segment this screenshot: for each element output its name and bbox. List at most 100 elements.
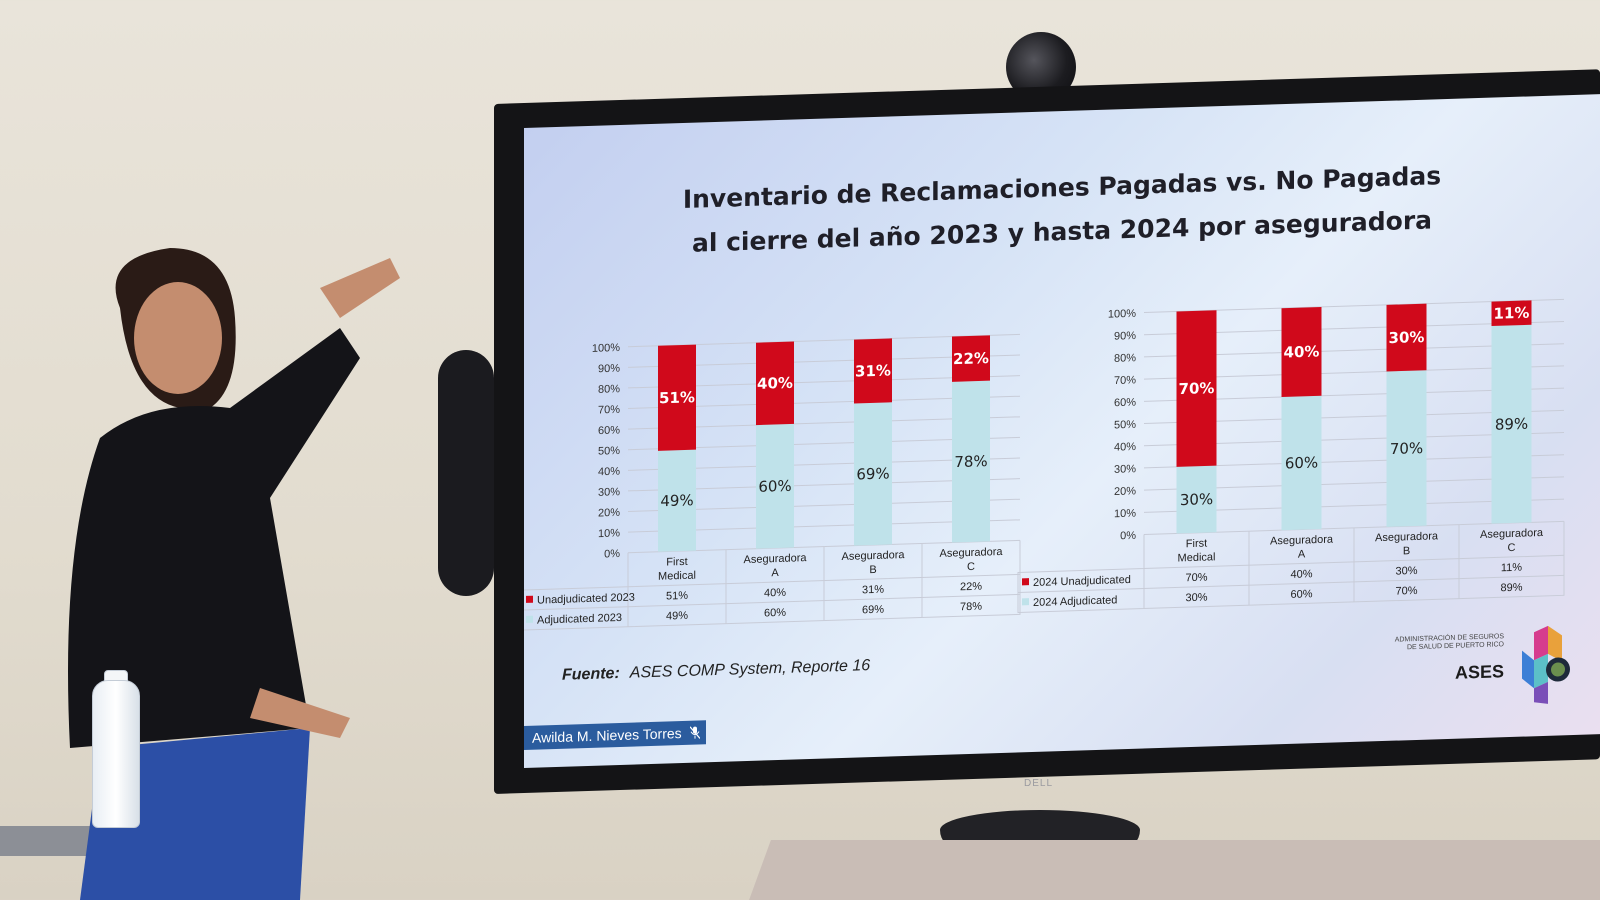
category-label: Aseguradora [1480, 527, 1544, 541]
source-note: Fuente: ASES COMP System, Reporte 16 [562, 657, 870, 685]
y-tick-label: 70% [1114, 374, 1136, 387]
table-row-line [1018, 574, 1564, 593]
legend-swatch [526, 595, 533, 603]
data-label-adjudicated: 49% [660, 491, 693, 510]
data-label-adjudicated: 70% [1390, 439, 1423, 458]
data-label-unadjudicated: 70% [1179, 379, 1215, 398]
y-tick-label: 0% [604, 548, 620, 561]
data-label-adjudicated: 60% [758, 477, 791, 496]
y-tick-label: 90% [1114, 330, 1136, 343]
presentation-slide: Inventario de Reclamaciones Pagadas vs. … [524, 94, 1600, 768]
table-value-unadjudicated: 11% [1501, 562, 1522, 575]
legend-swatch [526, 615, 533, 623]
table-value-unadjudicated: 22% [960, 581, 982, 594]
category-label: First [1186, 538, 1207, 551]
table-value-adjudicated: 60% [764, 607, 786, 620]
table-value-adjudicated: 89% [1500, 582, 1522, 595]
data-label-adjudicated: 60% [1285, 453, 1318, 472]
y-tick-label: 20% [1114, 485, 1136, 498]
data-label-adjudicated: 30% [1180, 490, 1213, 509]
y-tick-label: 100% [1108, 308, 1136, 321]
table-value-adjudicated: 60% [1290, 588, 1312, 601]
conference-table [749, 840, 1600, 900]
y-tick-label: 50% [598, 445, 620, 458]
data-label-unadjudicated: 22% [953, 349, 989, 368]
bar-unadjudicated [1386, 303, 1427, 372]
category-label: Aseguradora [940, 546, 1004, 560]
source-label: Fuente: [562, 664, 620, 684]
wall-speaker [438, 350, 494, 596]
bar-adjudicated [1386, 370, 1427, 527]
data-label-unadjudicated: 40% [757, 374, 793, 393]
table-value-adjudicated: 49% [666, 610, 688, 623]
category-label: Aseguradora [744, 552, 808, 566]
y-tick-label: 50% [1114, 419, 1136, 432]
data-label-unadjudicated: 11% [1494, 304, 1530, 323]
table-value-unadjudicated: 40% [1290, 568, 1312, 581]
y-tick-label: 80% [1114, 352, 1136, 365]
y-tick-label: 30% [1114, 463, 1136, 476]
y-tick-label: 20% [598, 507, 620, 520]
table-value-unadjudicated: 70% [1185, 572, 1207, 585]
bar-adjudicated [658, 449, 696, 552]
participant-name-tag: Awilda M. Nieves Torres [524, 720, 706, 750]
y-tick-label: 80% [598, 383, 620, 396]
legend-label: 2024 Adjudicated [1033, 594, 1117, 609]
source-text: ASES COMP System, Reporte 16 [629, 657, 871, 682]
legend-label: 2024 Unadjudicated [1033, 574, 1131, 589]
data-label-adjudicated: 89% [1495, 415, 1528, 434]
water-bottle [92, 680, 140, 828]
bar-unadjudicated [1281, 306, 1322, 397]
data-label-unadjudicated: 51% [659, 388, 695, 407]
bar-unadjudicated [756, 341, 794, 426]
legend-swatch [1022, 578, 1029, 586]
table-value-adjudicated: 78% [960, 601, 982, 614]
table-row-line [524, 593, 1020, 611]
tv-brand-label: DELL [1024, 778, 1054, 789]
y-tick-label: 10% [598, 527, 620, 540]
category-label: Aseguradora [1270, 534, 1334, 548]
table-value-unadjudicated: 30% [1395, 565, 1417, 578]
category-label: Medical [658, 570, 696, 583]
bar-unadjudicated [952, 335, 990, 382]
ases-emblem-icon [1522, 625, 1570, 704]
table-value-adjudicated: 69% [862, 604, 884, 617]
table-value-adjudicated: 30% [1185, 592, 1207, 605]
bar-unadjudicated [658, 344, 696, 451]
data-label-adjudicated: 78% [954, 452, 987, 471]
legend-label: Adjudicated 2023 [537, 612, 622, 627]
y-tick-label: 40% [1114, 441, 1136, 454]
y-tick-label: 10% [1114, 508, 1136, 521]
data-label-unadjudicated: 30% [1389, 328, 1425, 347]
logo-agency-name: ADMINISTRACIÓN DE SEGUROS DE SALUD DE PU… [1394, 633, 1504, 652]
category-label: A [1298, 548, 1306, 560]
category-label: B [869, 564, 876, 576]
logo-acronym: ASES [1454, 661, 1504, 683]
bar-adjudicated [854, 402, 892, 546]
bar-adjudicated [952, 380, 990, 543]
table-value-unadjudicated: 31% [862, 584, 884, 597]
chart-2023: 0% 10% 20% 30% 40% 50% 60% 70% 80% 90% 100% 51% 49% 4… [524, 333, 1021, 631]
category-label: Aseguradora [1375, 530, 1439, 544]
data-label-unadjudicated: 31% [855, 361, 891, 380]
y-tick-label: 0% [1120, 530, 1136, 543]
y-tick-label: 60% [1114, 397, 1136, 410]
legend-label: Unadjudicated 2023 [537, 592, 635, 607]
category-label: C [967, 561, 975, 573]
table-value-adjudicated: 70% [1395, 585, 1417, 598]
y-tick-label: 40% [598, 466, 620, 479]
data-label-adjudicated: 69% [856, 464, 889, 483]
bar-unadjudicated [854, 338, 892, 404]
y-tick-label: 60% [598, 424, 620, 437]
microphone-muted-icon [689, 726, 700, 739]
category-label: Medical [1178, 551, 1216, 564]
chart-2024: 0% 10% 20% 30% 40% 50% 60% 70% 80% 90% 100% 70% 30% 4… [1017, 298, 1565, 613]
bar-adjudicated [1281, 395, 1322, 531]
bar-unadjudicated [1491, 300, 1532, 327]
y-tick-label: 90% [598, 363, 620, 376]
y-tick-label: 100% [592, 342, 620, 355]
table-value-unadjudicated: 51% [666, 590, 688, 603]
data-label-unadjudicated: 40% [1284, 342, 1320, 361]
participant-name: Awilda M. Nieves Torres [532, 725, 682, 746]
bar-adjudicated [1176, 465, 1217, 534]
